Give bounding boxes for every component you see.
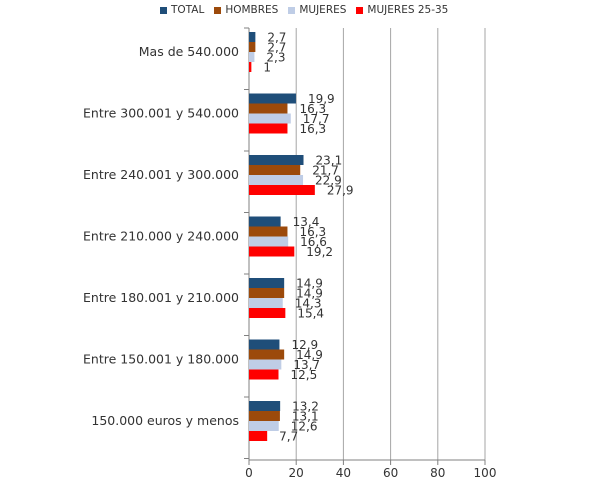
- bar: [249, 52, 255, 62]
- bar: [249, 349, 285, 360]
- data-label: 17,7: [303, 112, 330, 126]
- data-label: 14,9: [296, 348, 323, 362]
- bar: [249, 42, 256, 52]
- bar: [249, 103, 288, 114]
- bar: [249, 155, 304, 165]
- data-label: 16,3: [299, 225, 326, 239]
- bar: [249, 298, 283, 308]
- category-label: Entre 180.001 y 210.000: [83, 290, 239, 305]
- category-label: 150.000 euros y menos: [91, 413, 239, 428]
- data-label: 12,6: [291, 420, 318, 434]
- category-label: Entre 300.001 y 540.000: [83, 106, 239, 121]
- x-tick-label: 100: [474, 466, 497, 480]
- data-label: 15,4: [297, 307, 324, 321]
- legend-swatch: [214, 6, 222, 14]
- bar: [249, 401, 281, 411]
- data-label: 19,9: [308, 92, 335, 106]
- data-label: 2,7: [267, 41, 286, 55]
- data-label: 14,3: [295, 297, 322, 311]
- bar: [249, 216, 281, 227]
- data-label: 22,9: [315, 174, 342, 188]
- legend-label: HOMBRES: [225, 4, 279, 16]
- category-label: Mas de 540.000: [139, 44, 239, 59]
- bar: [249, 278, 285, 288]
- data-label: 2,7: [267, 31, 286, 45]
- bar: [249, 175, 304, 185]
- data-label: 1: [263, 61, 271, 75]
- bar: [249, 93, 296, 104]
- legend-label: TOTAL: [171, 4, 205, 16]
- data-label: 2,3: [266, 51, 285, 65]
- data-label: 13,4: [293, 215, 320, 229]
- data-label: 13,1: [292, 410, 319, 424]
- data-label: 14,9: [296, 277, 323, 291]
- data-label: 21,7: [312, 164, 339, 178]
- bar: [249, 411, 280, 421]
- x-tick-label: 80: [430, 466, 445, 480]
- data-label: 12,5: [291, 368, 318, 382]
- legend-item: HOMBRES: [214, 4, 278, 16]
- bar: [249, 165, 301, 175]
- bar: [249, 339, 280, 350]
- bar: [249, 246, 295, 257]
- bar: [249, 308, 286, 318]
- data-label: 7,7: [279, 430, 298, 444]
- legend-swatch: [288, 6, 296, 14]
- data-label: 19,2: [306, 245, 333, 259]
- category-label: Entre 240.001 y 300.000: [83, 167, 239, 182]
- legend-item: TOTAL: [160, 4, 204, 16]
- bar: [249, 226, 288, 237]
- bar: [249, 236, 289, 247]
- category-label: Entre 210.000 y 240.000: [83, 229, 239, 244]
- bar: [249, 62, 252, 72]
- bar: [249, 421, 279, 431]
- legend-swatch: [160, 6, 167, 14]
- bar: [249, 32, 256, 42]
- bar: [249, 359, 282, 370]
- data-label: 12,9: [291, 338, 318, 352]
- x-tick-label: 60: [383, 466, 398, 480]
- data-label: 16,3: [299, 122, 326, 136]
- legend-swatch: [356, 6, 364, 14]
- data-label: 16,3: [299, 102, 326, 116]
- legend: TOTAL HOMBRES MUJERES MUJERES 25-35: [160, 4, 448, 16]
- data-label: 14,9: [296, 287, 323, 301]
- data-label: 27,9: [327, 184, 354, 198]
- legend-label: MUJERES 25-35: [367, 4, 449, 16]
- bar: [249, 431, 268, 441]
- x-tick-label: 40: [336, 466, 351, 480]
- x-tick-label: 20: [289, 466, 304, 480]
- legend-item: MUJERES 25-35: [356, 4, 448, 16]
- legend-item: MUJERES: [288, 4, 346, 16]
- data-label: 13,7: [293, 358, 320, 372]
- data-label: 23,1: [316, 154, 343, 168]
- data-label: 13,2: [292, 400, 319, 414]
- bar: [249, 369, 279, 380]
- bar: [249, 288, 285, 298]
- bar: [249, 113, 291, 124]
- bar: [249, 123, 288, 134]
- data-label: 16,6: [300, 235, 327, 249]
- x-tick-label: 0: [245, 466, 253, 480]
- legend-label: MUJERES: [299, 4, 347, 16]
- category-label: Entre 150.001 y 180.000: [83, 352, 239, 367]
- bar: [249, 185, 315, 195]
